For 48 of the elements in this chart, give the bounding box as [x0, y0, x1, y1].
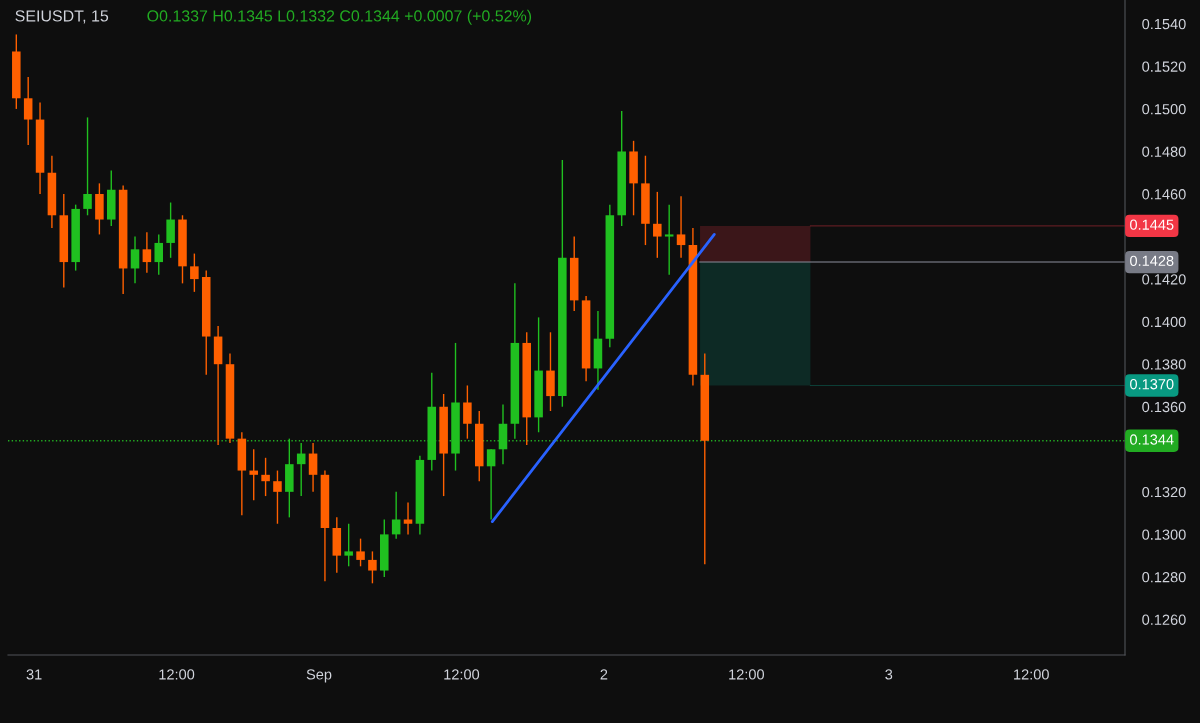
- candlestick: [676, 195, 686, 259]
- y-tick-label: 0.1420: [1142, 274, 1186, 285]
- candlestick: [308, 442, 318, 493]
- candlestick: [368, 550, 377, 585]
- candlestick: [83, 116, 92, 216]
- candlestick: [486, 448, 496, 521]
- y-tick-label: 0.1320: [1142, 486, 1186, 498]
- y-tick-label: 0.1260: [1142, 614, 1186, 625]
- y-tick-label: 0.1400: [1142, 316, 1186, 328]
- candlestick: [142, 231, 152, 274]
- candlestick: [391, 491, 401, 540]
- y-tick-label: 0.1540: [1142, 18, 1186, 30]
- candlestick: [190, 252, 199, 293]
- band-label: 0.1370: [1130, 379, 1174, 390]
- candlestick: [249, 448, 258, 502]
- candlestick: [261, 457, 270, 497]
- x-tick-label: 3: [885, 669, 893, 680]
- candlestick: [344, 523, 353, 567]
- candlestick: [356, 537, 365, 567]
- candlestick: [664, 203, 674, 276]
- candlestick: [130, 235, 140, 285]
- band-label: 0.1445: [1130, 219, 1174, 230]
- ref-line-label: 0.1428: [1130, 255, 1174, 266]
- y-tick-label: 0.1300: [1142, 529, 1186, 540]
- text: O0.1337 H0.1345 L0.1332 C0.1344 +0.0007 (+0.52%): [147, 9, 532, 25]
- candlestick: [273, 469, 282, 525]
- x-tick-label: 31: [26, 669, 42, 680]
- y-tick-label: 0.1500: [1142, 104, 1186, 115]
- y-tick-label: 0.1480: [1142, 146, 1186, 157]
- x-tick-label: Sep: [306, 669, 332, 683]
- candlestick: [653, 191, 662, 259]
- x-tick-label: 12:00: [1014, 669, 1049, 680]
- candlestick: [154, 233, 164, 276]
- x-tick-label: 12:00: [159, 669, 195, 680]
- y-tick-label: 0.1360: [1142, 401, 1186, 413]
- y-tick-label: 0.1460: [1142, 189, 1186, 200]
- y-tick-label: 0.1380: [1142, 359, 1186, 370]
- y-tick-label: 0.1520: [1142, 61, 1186, 72]
- text: SEIUSDT, 15: [15, 10, 109, 24]
- ref-line-label: 0.1344: [1130, 434, 1174, 445]
- candlestick: [166, 201, 175, 259]
- x-tick-label: 2: [600, 669, 608, 680]
- candlestick: [23, 76, 33, 146]
- candlestick: [463, 384, 472, 440]
- x-tick-label: 12:00: [444, 669, 480, 680]
- y-tick-label: 0.1280: [1142, 572, 1186, 583]
- candlestick: [403, 501, 413, 536]
- x-tick-label: 12:00: [729, 669, 765, 680]
